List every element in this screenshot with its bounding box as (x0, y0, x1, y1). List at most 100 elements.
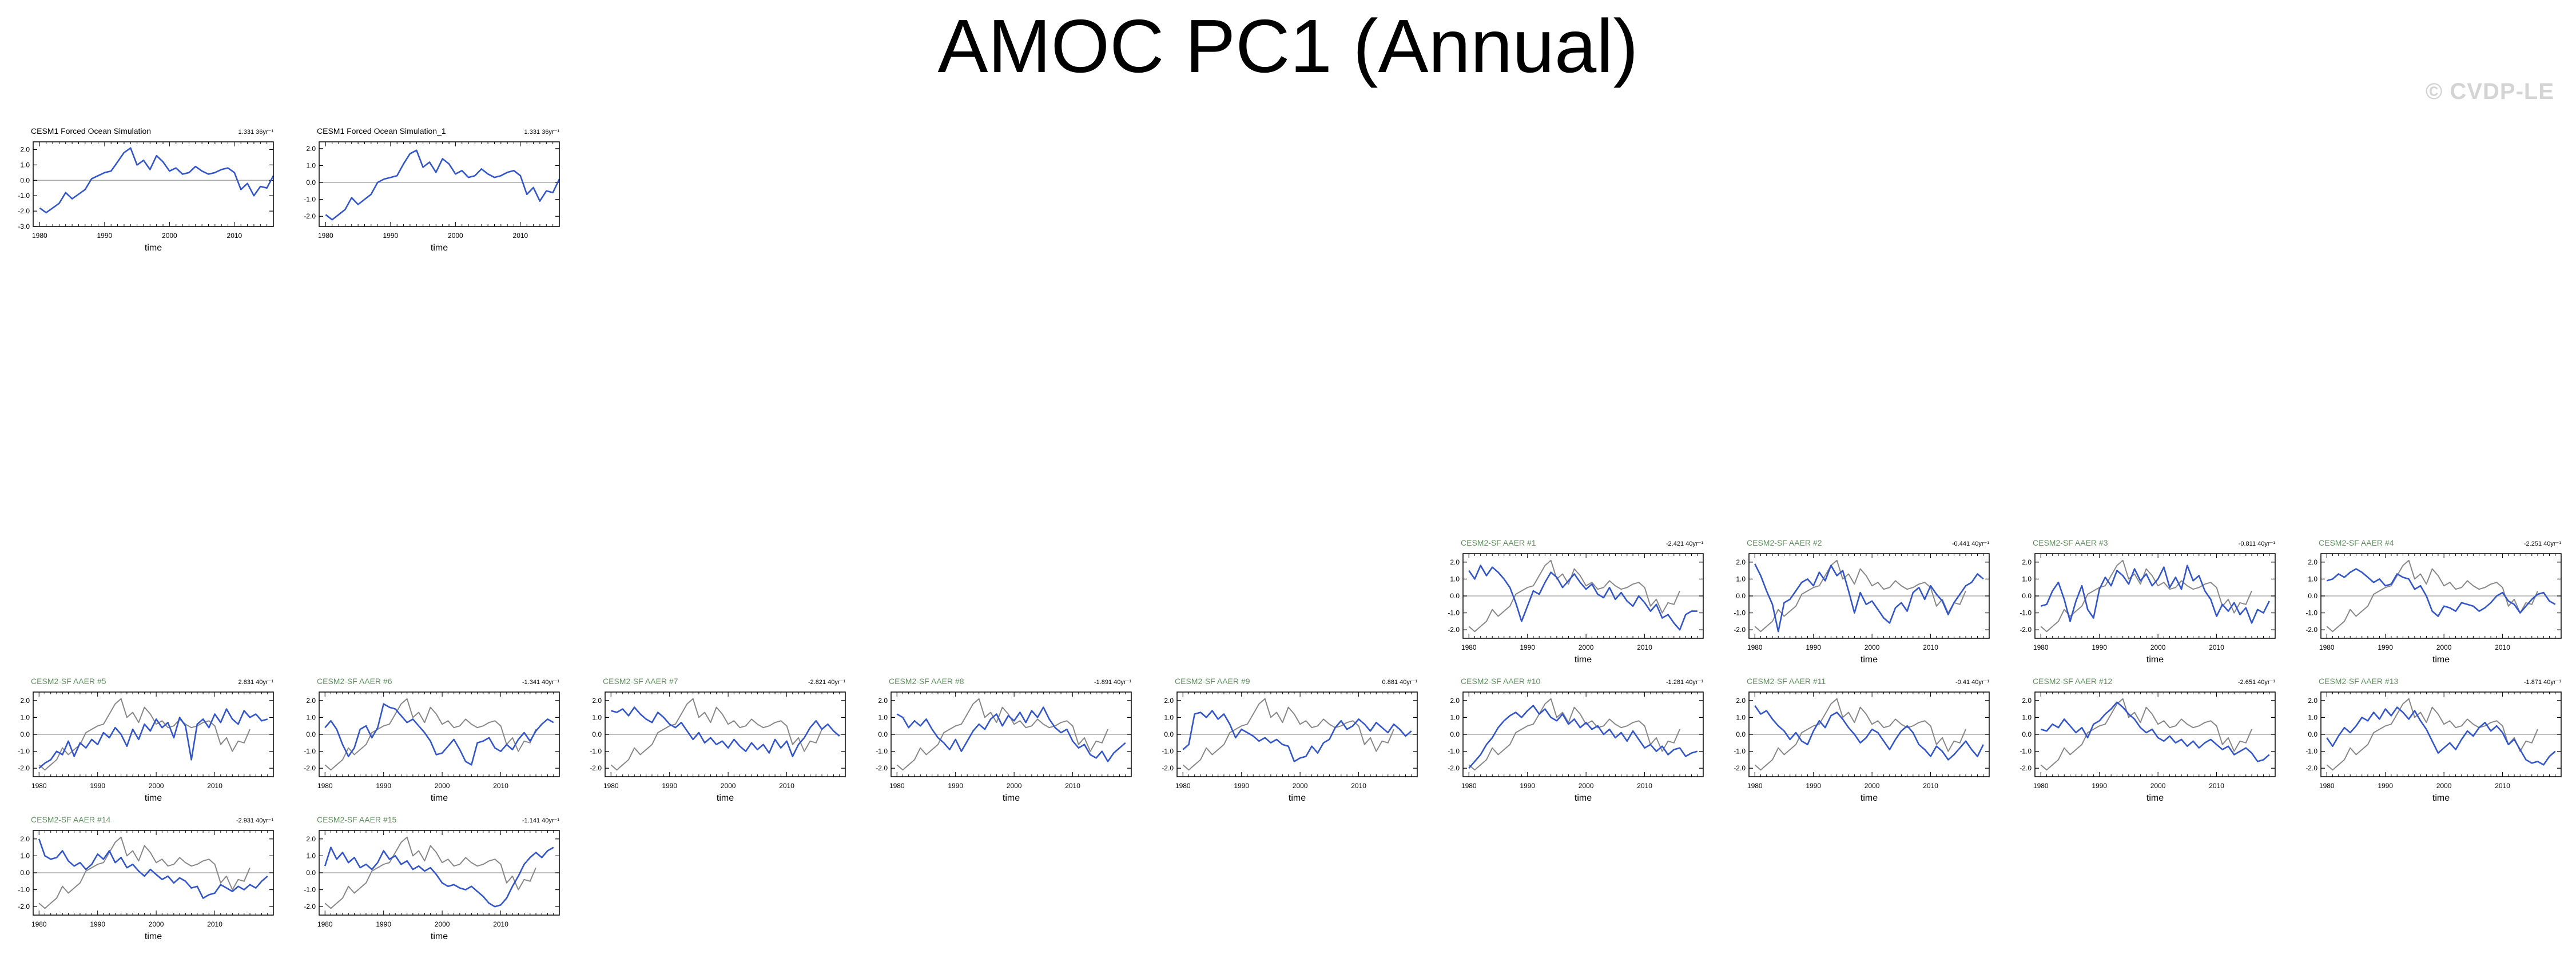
panel-trend: 2.831 40yr⁻¹ (238, 679, 274, 686)
x-tick-label: 2000 (1865, 782, 1880, 790)
x-tick-label: 1980 (2319, 643, 2335, 651)
member-series-line (1468, 565, 1698, 631)
member-series-line (324, 846, 554, 908)
x-tick-label: 1980 (317, 782, 333, 790)
panel-m11: CESM2-SF AAER #11 -0.41 40yr⁻¹ 2.0 1.0 0.0 -1… (1734, 677, 1990, 803)
x-tick-label: 1990 (383, 232, 399, 240)
y-tick-label: 2.0 (2308, 558, 2317, 566)
x-tick-label: 2000 (162, 232, 177, 240)
observed-series-line (2326, 559, 2538, 633)
panel-m13: CESM2-SF AAER #13 -1.871 40yr⁻¹ 2.0 1.0 0.0 -… (2305, 677, 2562, 803)
y-tick-label: -2.0 (590, 764, 602, 772)
x-tick-label: 1990 (948, 782, 963, 790)
x-tick-label: 1980 (318, 232, 333, 240)
x-tick-label: 1980 (1747, 782, 1763, 790)
x-tick-label: 2010 (1637, 643, 1652, 651)
y-tick-label: -2.0 (18, 903, 30, 911)
observed-series-line (324, 698, 536, 771)
x-tick-label: 1990 (2378, 643, 2393, 651)
panel-trend: -2.421 40yr⁻¹ (1666, 540, 1703, 547)
y-tick-label: -1.0 (1448, 609, 1460, 617)
member-series-line (1468, 705, 1698, 769)
y-tick-label: -2.0 (2020, 626, 2032, 634)
y-tick-label: -2.0 (18, 207, 30, 215)
y-tick-label: 0.0 (20, 869, 30, 877)
y-tick-label: 0.0 (1450, 730, 1460, 738)
x-tick-label: 2010 (1065, 782, 1080, 790)
y-tick-label: 1.0 (1164, 713, 1174, 721)
panel-obs-1: CESM1 Forced Ocean Simulation_1 1.331 36y… (304, 126, 560, 253)
x-tick-label: 1990 (376, 782, 391, 790)
panel-title: CESM1 Forced Ocean Simulation (31, 126, 151, 136)
y-tick-label: 0.0 (2022, 592, 2032, 600)
x-tick-label: 2000 (435, 920, 450, 928)
panel-title: CESM2-SF AAER #9 (1175, 677, 1250, 686)
x-tick-label: 1980 (32, 232, 47, 240)
x-tick-label: 2000 (435, 782, 450, 790)
x-tick-label: 2000 (2436, 782, 2452, 790)
y-tick-label: -2.0 (2020, 764, 2032, 772)
y-tick-label: 1.0 (2022, 575, 2032, 583)
panel-trend: -2.821 40yr⁻¹ (808, 679, 845, 686)
member-series-line (2326, 568, 2556, 617)
y-tick-label: 0.0 (2022, 730, 2032, 738)
x-tick-label: 1990 (97, 232, 113, 240)
panel-title: CESM2-SF AAER #4 (2319, 538, 2394, 547)
x-tick-label: 1980 (1461, 782, 1477, 790)
panel-m2: CESM2-SF AAER #2 -0.441 40yr⁻¹ 2.0 1.0 0.0 -1… (1734, 538, 1990, 665)
x-tick-label: 2010 (1351, 782, 1366, 790)
panel-trend: -1.281 40yr⁻¹ (1666, 679, 1703, 686)
y-tick-label: -1.0 (2020, 609, 2032, 617)
y-tick-label: -1.0 (304, 748, 316, 756)
y-tick-label: 2.0 (20, 145, 30, 153)
panel-title: CESM2-SF AAER #2 (1747, 538, 1822, 547)
observed-series-line (1182, 698, 1394, 771)
x-tick-label: 1990 (2378, 782, 2393, 790)
x-axis-label: time (431, 932, 448, 941)
member-series-line (896, 706, 1126, 762)
y-tick-label: 0.0 (1736, 592, 1746, 600)
y-tick-label: -1.0 (1734, 609, 1746, 617)
y-tick-label: -1.0 (2305, 609, 2317, 617)
y-tick-label: 1.0 (2308, 575, 2317, 583)
member-series-line (1754, 705, 1984, 761)
panel-title: CESM2-SF AAER #8 (889, 677, 964, 686)
panel-m5: CESM2-SF AAER #5 2.831 40yr⁻¹ 2.0 1.0 0.0 -1.… (18, 677, 274, 803)
panel-obs-0: CESM1 Forced Ocean Simulation 1.331 36yr⁻… (18, 126, 275, 253)
observed-series-line (1754, 698, 1966, 771)
plot-frame (33, 691, 274, 777)
member-series-line (38, 708, 268, 769)
plot-frame (33, 141, 274, 227)
x-tick-label: 1980 (31, 920, 47, 928)
observed-series-line (1468, 559, 1680, 633)
y-tick-label: 2.0 (2308, 697, 2317, 705)
x-tick-label: 2000 (448, 232, 463, 240)
observed-series-line (2040, 698, 2252, 771)
panel-title: CESM2-SF AAER #7 (603, 677, 678, 686)
observed-series-line (38, 698, 251, 771)
panel-trend: -1.141 40yr⁻¹ (522, 817, 559, 824)
y-tick-label: 1.0 (20, 852, 30, 860)
x-tick-label: 2000 (721, 782, 736, 790)
y-tick-label: -2.0 (1734, 626, 1746, 634)
x-tick-label: 1980 (1461, 643, 1477, 651)
y-tick-label: -1.0 (18, 192, 30, 200)
y-tick-label: -1.0 (18, 886, 30, 894)
x-tick-label: 2010 (2209, 782, 2224, 790)
panel-title: CESM2-SF AAER #11 (1747, 677, 1826, 686)
panel-trend: -0.441 40yr⁻¹ (1952, 540, 1989, 547)
y-tick-label: 0.0 (1164, 730, 1174, 738)
panel-title: CESM1 Forced Ocean Simulation_1 (317, 126, 446, 136)
plot-frame (319, 830, 560, 916)
x-tick-label: 1980 (31, 782, 47, 790)
x-tick-label: 2000 (1293, 782, 1308, 790)
x-axis-label: time (1575, 655, 1592, 665)
observed-series-line (2040, 559, 2252, 633)
y-tick-label: -1.0 (2305, 748, 2317, 756)
observed-series-line (38, 836, 251, 909)
x-axis-label: time (1861, 655, 1878, 665)
member-series-line (2040, 565, 2270, 624)
y-tick-label: 1.0 (1450, 575, 1460, 583)
x-axis-label: time (145, 793, 162, 803)
y-tick-label: -1.0 (1734, 748, 1746, 756)
